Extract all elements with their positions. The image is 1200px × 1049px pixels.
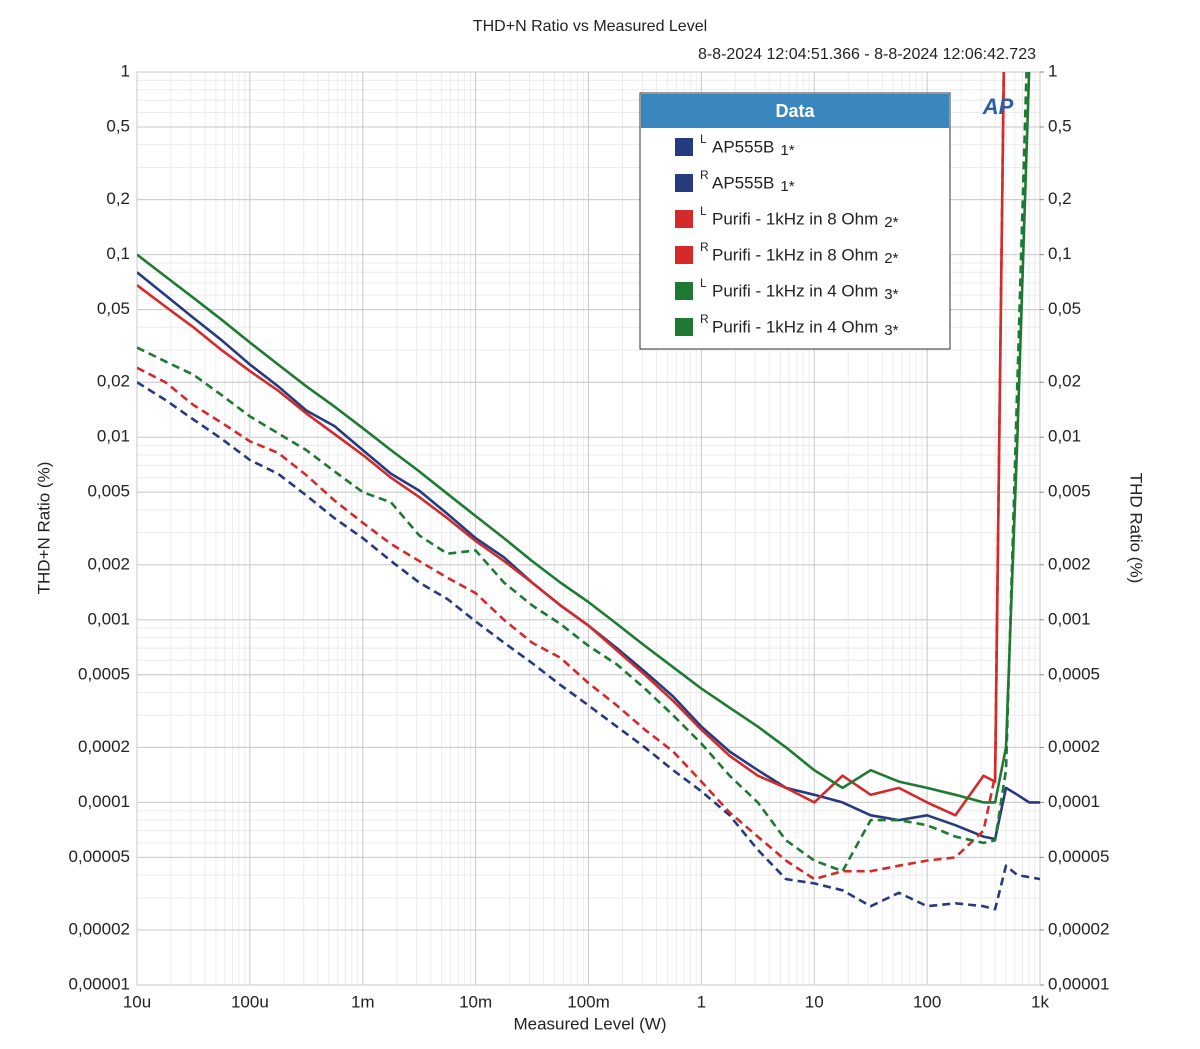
x-tick-label: 1 bbox=[697, 992, 706, 1011]
legend-channel: R bbox=[700, 312, 709, 326]
y-tick-label: 0,0005 bbox=[78, 664, 130, 683]
x-tick-label: 10u bbox=[123, 992, 151, 1011]
y-tick-label: 0,00001 bbox=[69, 974, 130, 993]
y2-tick-label: 0,0005 bbox=[1048, 664, 1100, 683]
legend-label: Purifi - 1kHz in 8 Ohm bbox=[712, 245, 878, 264]
legend-label: AP555B bbox=[712, 137, 774, 156]
x-tick-label: 100u bbox=[231, 992, 269, 1011]
legend-box bbox=[639, 92, 951, 350]
y-tick-label: 0,02 bbox=[97, 372, 130, 391]
legend-swatch bbox=[675, 174, 693, 192]
chart-subtitle: 8-8-2024 12:04:51.366 - 8-8-2024 12:06:4… bbox=[698, 46, 1036, 63]
legend-tag: 3* bbox=[884, 286, 898, 303]
y-tick-label: 0,00002 bbox=[69, 920, 130, 939]
y-tick-label: 0,0002 bbox=[78, 737, 130, 756]
legend-label: AP555B bbox=[712, 173, 774, 192]
legend-channel: L bbox=[700, 204, 707, 218]
legend-tag: 1* bbox=[780, 178, 794, 195]
y2-tick-label: 0,05 bbox=[1048, 299, 1081, 318]
series-line bbox=[137, 72, 1006, 817]
x-tick-label: 10 bbox=[805, 992, 824, 1011]
legend-tag: 1* bbox=[780, 142, 794, 159]
logo: AP bbox=[982, 94, 1014, 119]
series-line bbox=[137, 72, 1031, 804]
series-line bbox=[137, 72, 1006, 881]
y-tick-label: 1 bbox=[121, 61, 130, 80]
legend-swatch bbox=[675, 282, 693, 300]
y-tick-label: 0,05 bbox=[97, 299, 130, 318]
y2-tick-label: 0,00001 bbox=[1048, 974, 1109, 993]
legend-swatch bbox=[675, 210, 693, 228]
y-tick-label: 0,5 bbox=[106, 116, 130, 135]
y2-tick-label: 0,00005 bbox=[1048, 847, 1109, 866]
series-line bbox=[137, 381, 1040, 911]
legend-channel: L bbox=[700, 276, 707, 290]
y-axis-label: THD+N Ratio (%) bbox=[34, 462, 53, 595]
series-line bbox=[137, 72, 1028, 873]
y-tick-label: 0,01 bbox=[97, 427, 130, 446]
legend-channel: L bbox=[700, 132, 707, 146]
y2-tick-label: 0,0001 bbox=[1048, 792, 1100, 811]
legend-channel: R bbox=[700, 240, 709, 254]
y-tick-label: 0,00005 bbox=[69, 847, 130, 866]
y-tick-label: 0,001 bbox=[87, 609, 130, 628]
legend-channel: R bbox=[700, 168, 709, 182]
y-tick-label: 0,005 bbox=[87, 482, 130, 501]
x-tick-label: 100m bbox=[567, 992, 610, 1011]
y-tick-label: 0,002 bbox=[87, 554, 130, 573]
series-line bbox=[137, 271, 1040, 841]
x-tick-label: 100 bbox=[913, 992, 941, 1011]
y2-tick-label: 0,2 bbox=[1048, 189, 1072, 208]
legend-label: Purifi - 1kHz in 4 Ohm bbox=[712, 317, 878, 336]
x-tick-label: 1k bbox=[1031, 992, 1049, 1011]
y-tick-label: 0,1 bbox=[106, 244, 130, 263]
x-tick-label: 10m bbox=[459, 992, 492, 1011]
legend-header bbox=[641, 94, 949, 128]
y2-tick-label: 0,01 bbox=[1048, 427, 1081, 446]
legend-tag: 3* bbox=[884, 322, 898, 339]
legend-swatch bbox=[675, 318, 693, 336]
y2-tick-label: 0,002 bbox=[1048, 554, 1091, 573]
y-tick-label: 0,2 bbox=[106, 189, 130, 208]
y2-tick-label: 0,001 bbox=[1048, 609, 1091, 628]
legend-label: Purifi - 1kHz in 4 Ohm bbox=[712, 281, 878, 300]
legend-label: Purifi - 1kHz in 8 Ohm bbox=[712, 209, 878, 228]
x-axis-label: Measured Level (W) bbox=[513, 1014, 666, 1033]
legend-title: Data bbox=[775, 101, 815, 121]
x-tick-label: 1m bbox=[351, 992, 375, 1011]
lines bbox=[137, 72, 1040, 911]
chart-title: THD+N Ratio vs Measured Level bbox=[473, 18, 707, 35]
legend-tag: 2* bbox=[884, 250, 898, 267]
y2-tick-label: 0,00002 bbox=[1048, 920, 1109, 939]
y-tick-label: 0,0001 bbox=[78, 792, 130, 811]
y2-tick-label: 0,1 bbox=[1048, 244, 1072, 263]
y2-tick-label: 0,005 bbox=[1048, 482, 1091, 501]
y2-tick-label: 0,0002 bbox=[1048, 737, 1100, 756]
y2-axis-label: THD Ratio (%) bbox=[1127, 473, 1146, 584]
legend-tag: 2* bbox=[884, 214, 898, 231]
y2-tick-label: 1 bbox=[1048, 61, 1057, 80]
y2-tick-label: 0,02 bbox=[1048, 372, 1081, 391]
y2-tick-label: 0,5 bbox=[1048, 116, 1072, 135]
legend-swatch bbox=[675, 138, 693, 156]
legend-swatch bbox=[675, 246, 693, 264]
